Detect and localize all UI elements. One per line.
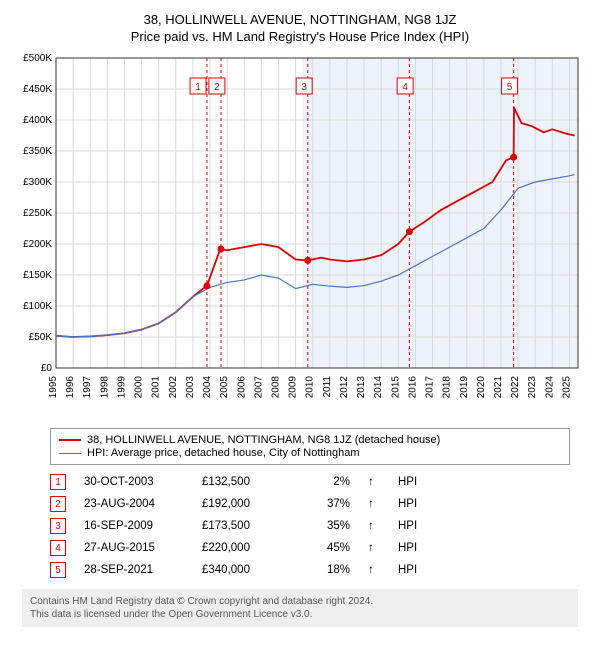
svg-text:2011: 2011 <box>322 376 333 398</box>
svg-text:2017: 2017 <box>425 376 436 399</box>
svg-text:1996: 1996 <box>65 376 76 399</box>
sales-table: 1 30-OCT-2003 £132,500 2% ↑ HPI 2 23-AUG-2004 £1… <box>50 471 570 581</box>
sale-pct: 2% <box>300 476 350 488</box>
svg-text:2024: 2024 <box>544 376 555 399</box>
svg-text:2020: 2020 <box>476 376 487 399</box>
sale-index-badge: 4 <box>50 540 66 556</box>
sale-hpi-label: HPI <box>398 498 428 510</box>
svg-text:2023: 2023 <box>527 376 538 399</box>
sale-price: £132,500 <box>202 476 282 488</box>
svg-text:2008: 2008 <box>270 376 281 399</box>
sale-pct: 35% <box>300 520 350 532</box>
sale-price: £192,000 <box>202 498 282 510</box>
svg-text:£200K: £200K <box>23 239 52 250</box>
sale-arrow-icon: ↑ <box>368 564 380 576</box>
sale-date: 28-SEP-2021 <box>84 564 184 576</box>
title-line1: 38, HOLLINWELL AVENUE, NOTTINGHAM, NG8 1… <box>10 12 590 27</box>
svg-text:2009: 2009 <box>288 376 299 399</box>
sale-pct: 18% <box>300 564 350 576</box>
svg-text:2019: 2019 <box>459 376 470 399</box>
svg-text:2012: 2012 <box>339 376 350 399</box>
sale-index-badge: 1 <box>50 474 66 490</box>
svg-text:2014: 2014 <box>373 376 384 399</box>
svg-text:£100K: £100K <box>23 301 52 312</box>
svg-text:2022: 2022 <box>510 376 521 399</box>
svg-text:2013: 2013 <box>356 376 367 399</box>
legend-swatch <box>59 453 81 454</box>
sales-row: 4 27-AUG-2015 £220,000 45% ↑ HPI <box>50 537 570 559</box>
sale-hpi-label: HPI <box>398 564 428 576</box>
sales-row: 2 23-AUG-2004 £192,000 37% ↑ HPI <box>50 493 570 515</box>
title-line2: Price paid vs. HM Land Registry's House … <box>10 29 590 44</box>
sale-date: 16-SEP-2009 <box>84 520 184 532</box>
svg-text:£350K: £350K <box>23 146 52 157</box>
svg-text:2002: 2002 <box>168 376 179 399</box>
legend-swatch <box>59 439 81 441</box>
svg-text:£150K: £150K <box>23 270 52 281</box>
footer-box: Contains HM Land Registry data © Crown c… <box>22 589 578 627</box>
svg-text:2004: 2004 <box>202 376 213 399</box>
svg-text:2001: 2001 <box>151 376 162 399</box>
sales-row: 5 28-SEP-2021 £340,000 18% ↑ HPI <box>50 559 570 581</box>
footer-line1: Contains HM Land Registry data © Crown c… <box>30 595 570 608</box>
sale-index-badge: 2 <box>50 496 66 512</box>
svg-text:2000: 2000 <box>134 376 145 399</box>
svg-text:£300K: £300K <box>23 177 52 188</box>
sale-pct: 37% <box>300 498 350 510</box>
legend-label: 38, HOLLINWELL AVENUE, NOTTINGHAM, NG8 1… <box>87 434 440 446</box>
svg-text:1: 1 <box>195 82 201 93</box>
sale-price: £340,000 <box>202 564 282 576</box>
svg-text:2025: 2025 <box>561 376 572 399</box>
svg-text:4: 4 <box>402 82 408 93</box>
svg-text:2: 2 <box>214 82 220 93</box>
sale-hpi-label: HPI <box>398 476 428 488</box>
svg-text:2021: 2021 <box>493 376 504 399</box>
svg-text:2007: 2007 <box>253 376 264 399</box>
svg-text:2015: 2015 <box>390 376 401 399</box>
legend-box: 38, HOLLINWELL AVENUE, NOTTINGHAM, NG8 1… <box>50 428 570 465</box>
sales-row: 1 30-OCT-2003 £132,500 2% ↑ HPI <box>50 471 570 493</box>
svg-text:1999: 1999 <box>116 376 127 399</box>
svg-text:£500K: £500K <box>23 53 52 64</box>
svg-text:5: 5 <box>507 82 513 93</box>
svg-text:2005: 2005 <box>219 376 230 399</box>
sale-index-badge: 5 <box>50 562 66 578</box>
chart-area: £0 £50K £100K £150K £200K £250K £300K £350K £400… <box>10 50 590 420</box>
sale-date: 30-OCT-2003 <box>84 476 184 488</box>
svg-text:£400K: £400K <box>23 115 52 126</box>
svg-text:2016: 2016 <box>407 376 418 399</box>
svg-text:£0: £0 <box>41 363 53 374</box>
svg-text:2018: 2018 <box>442 376 453 399</box>
footer-line2: This data is licensed under the Open Gov… <box>30 608 570 621</box>
svg-text:3: 3 <box>301 82 307 93</box>
sale-pct: 45% <box>300 542 350 554</box>
svg-text:2003: 2003 <box>185 376 196 399</box>
sale-index-badge: 3 <box>50 518 66 534</box>
sale-arrow-icon: ↑ <box>368 542 380 554</box>
svg-text:2006: 2006 <box>236 376 247 399</box>
svg-text:£50K: £50K <box>29 332 53 343</box>
sale-price: £220,000 <box>202 542 282 554</box>
chart-svg: £0 £50K £100K £150K £200K £250K £300K £350K £400… <box>10 50 590 420</box>
legend-row: 38, HOLLINWELL AVENUE, NOTTINGHAM, NG8 1… <box>59 434 561 446</box>
legend-row: HPI: Average price, detached house, City… <box>59 447 561 459</box>
sale-hpi-label: HPI <box>398 520 428 532</box>
sale-arrow-icon: ↑ <box>368 498 380 510</box>
svg-text:£450K: £450K <box>23 84 52 95</box>
sales-row: 3 16-SEP-2009 £173,500 35% ↑ HPI <box>50 515 570 537</box>
sale-hpi-label: HPI <box>398 542 428 554</box>
legend-label: HPI: Average price, detached house, City… <box>87 447 360 459</box>
svg-text:1998: 1998 <box>99 376 110 399</box>
svg-text:1997: 1997 <box>82 376 93 399</box>
sale-price: £173,500 <box>202 520 282 532</box>
sale-date: 23-AUG-2004 <box>84 498 184 510</box>
sale-arrow-icon: ↑ <box>368 476 380 488</box>
sale-arrow-icon: ↑ <box>368 520 380 532</box>
svg-text:1995: 1995 <box>48 376 59 399</box>
svg-text:£250K: £250K <box>23 208 52 219</box>
svg-text:2010: 2010 <box>305 376 316 399</box>
sale-date: 27-AUG-2015 <box>84 542 184 554</box>
